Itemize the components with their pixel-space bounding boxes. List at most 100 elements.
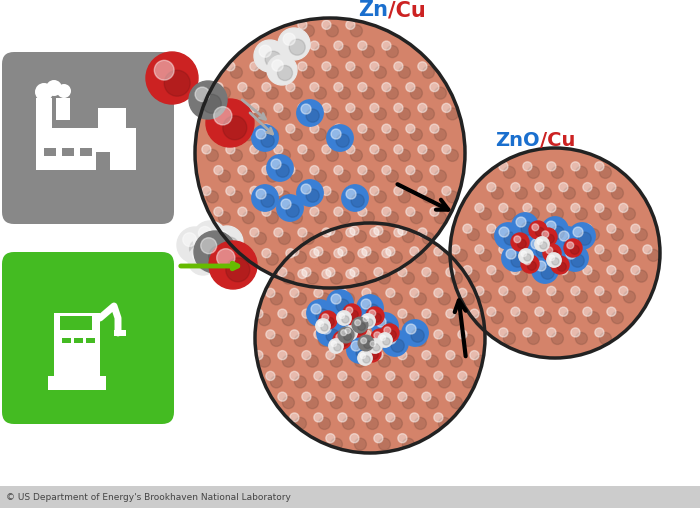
Circle shape [346,264,370,288]
Circle shape [398,226,407,235]
Circle shape [294,141,318,165]
Circle shape [218,212,230,224]
Circle shape [541,266,554,279]
Circle shape [470,351,479,360]
Circle shape [330,245,354,269]
Circle shape [369,310,376,316]
Circle shape [267,212,279,224]
Circle shape [265,51,281,67]
Circle shape [330,162,354,186]
Circle shape [342,16,366,41]
Circle shape [307,355,319,367]
Circle shape [214,107,232,125]
Circle shape [267,87,279,99]
Circle shape [611,270,624,282]
Circle shape [567,282,591,306]
Circle shape [390,100,414,123]
Circle shape [226,62,235,71]
Circle shape [583,224,592,233]
Circle shape [575,166,587,178]
Circle shape [454,326,478,350]
Circle shape [418,264,442,288]
Circle shape [342,316,349,323]
Circle shape [250,305,274,329]
Circle shape [386,289,395,298]
Circle shape [374,332,381,339]
Circle shape [314,87,326,99]
Circle shape [262,166,271,175]
Circle shape [570,287,580,296]
Circle shape [535,266,544,275]
Circle shape [475,245,484,254]
Circle shape [318,100,342,123]
Circle shape [434,247,443,256]
Circle shape [566,249,576,259]
Circle shape [438,100,462,123]
Circle shape [552,249,564,262]
Circle shape [386,170,398,182]
Circle shape [298,388,322,412]
Circle shape [569,223,595,249]
Circle shape [587,270,599,282]
Circle shape [398,149,410,162]
Circle shape [379,355,391,367]
Circle shape [210,79,234,103]
Circle shape [366,418,379,429]
Circle shape [402,79,426,103]
Circle shape [282,120,306,144]
Circle shape [639,241,663,265]
Circle shape [373,344,380,351]
Circle shape [283,33,295,45]
FancyBboxPatch shape [2,252,174,424]
Circle shape [547,162,556,171]
Circle shape [358,323,365,331]
Circle shape [374,191,386,203]
Circle shape [434,289,443,298]
Circle shape [418,228,427,237]
Circle shape [519,249,533,263]
Circle shape [338,330,347,339]
Circle shape [214,207,223,216]
Circle shape [422,268,431,277]
Bar [36,98,52,128]
Circle shape [587,312,599,324]
Circle shape [384,327,391,334]
Circle shape [370,145,379,154]
Circle shape [246,58,270,82]
Circle shape [370,222,394,246]
Circle shape [459,220,483,244]
Circle shape [314,247,323,256]
Circle shape [374,351,383,360]
Circle shape [334,409,358,433]
Circle shape [282,397,295,408]
Circle shape [374,392,383,401]
Circle shape [267,55,297,85]
Circle shape [422,233,435,244]
FancyBboxPatch shape [2,52,174,224]
Circle shape [540,187,552,199]
Circle shape [471,200,495,224]
Circle shape [599,208,611,220]
Circle shape [333,331,351,349]
Circle shape [294,266,318,290]
Circle shape [402,231,414,243]
Circle shape [603,262,627,286]
Circle shape [531,303,555,327]
Circle shape [314,129,326,141]
Circle shape [370,305,394,329]
Circle shape [318,376,330,388]
Circle shape [595,203,604,212]
Circle shape [362,289,371,298]
Circle shape [310,166,319,175]
Circle shape [480,291,491,303]
Circle shape [607,307,616,316]
Circle shape [430,409,454,433]
Circle shape [286,41,295,50]
Circle shape [266,330,275,339]
Circle shape [435,129,447,141]
Circle shape [398,309,407,318]
Circle shape [483,220,507,244]
Circle shape [363,87,375,99]
Circle shape [330,79,354,103]
Circle shape [387,330,396,339]
